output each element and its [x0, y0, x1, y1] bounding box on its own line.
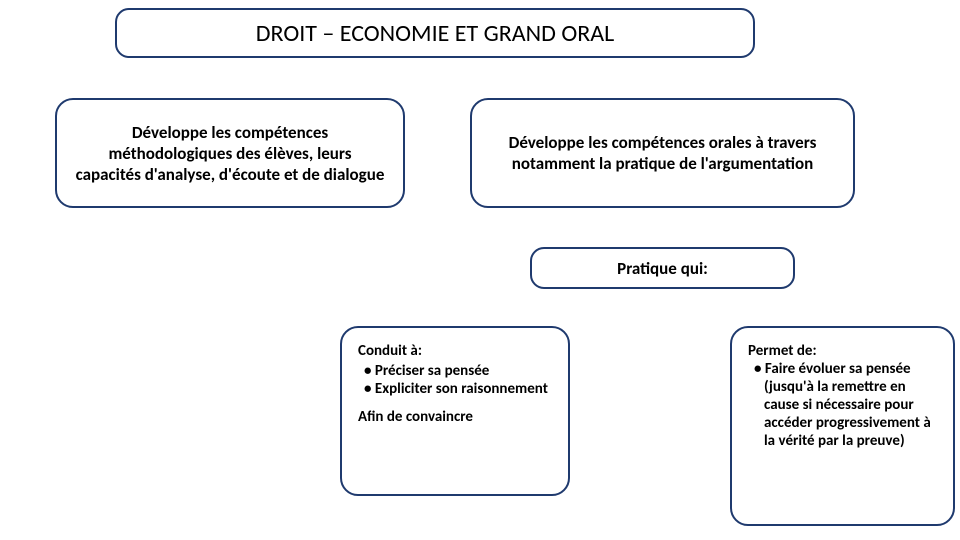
pratique-text: Pratique qui:: [617, 258, 708, 279]
competence-methodo-box: Développe les compétences méthodologique…: [55, 98, 405, 208]
pratique-box: Pratique qui:: [530, 247, 795, 289]
title-box: DROIT – ECONOMIE ET GRAND ORAL: [115, 8, 755, 58]
conduit-box: Conduit à: • Préciser sa pensée • Explic…: [340, 326, 570, 496]
permet-bullet-1: • Faire évoluer sa pensée (jusqu'à la re…: [754, 360, 937, 450]
conduit-lead: Conduit à:: [358, 342, 552, 360]
competence-orale-text: Développe les compétences orales à trave…: [490, 132, 835, 174]
conduit-bullet-2: • Expliciter son raisonnement: [364, 380, 552, 398]
conduit-footer: Afin de convaincre: [358, 408, 552, 426]
competence-orale-box: Développe les compétences orales à trave…: [470, 98, 855, 208]
permet-bullets: • Faire évoluer sa pensée (jusqu'à la re…: [748, 360, 937, 450]
permet-box: Permet de: • Faire évoluer sa pensée (ju…: [730, 326, 955, 526]
conduit-bullets: • Préciser sa pensée • Expliciter son ra…: [358, 362, 552, 398]
title-text: DROIT – ECONOMIE ET GRAND ORAL: [256, 19, 615, 48]
competence-methodo-text: Développe les compétences méthodologique…: [75, 122, 385, 185]
conduit-bullet-1: • Préciser sa pensée: [364, 362, 552, 380]
permet-lead: Permet de:: [748, 342, 937, 360]
